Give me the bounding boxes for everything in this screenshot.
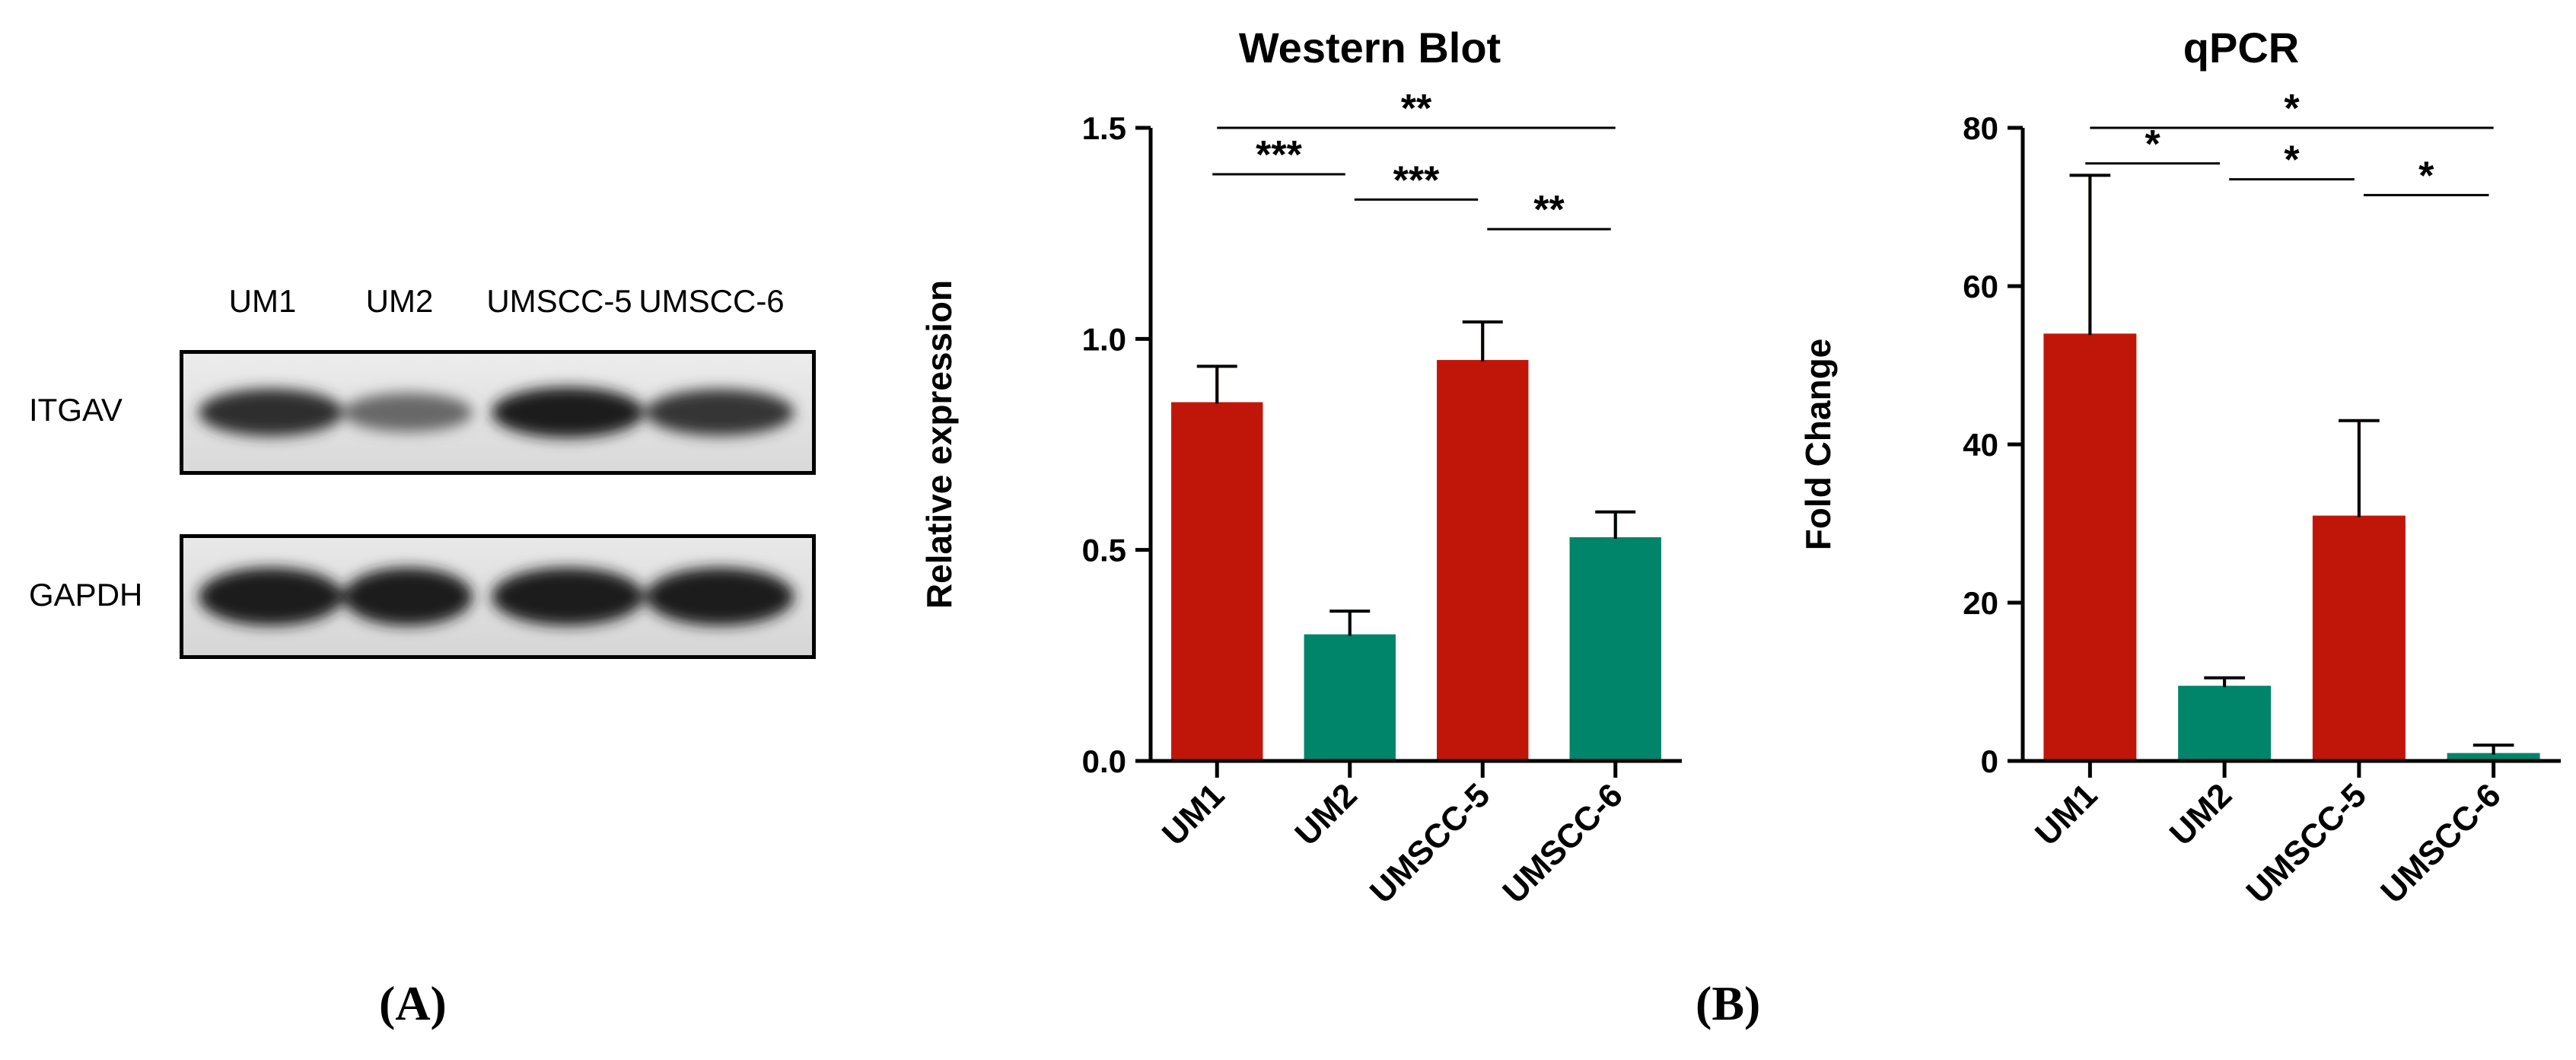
- x-tick-label: UM2: [2163, 776, 2239, 852]
- y-tick-label: 0.0: [1082, 743, 1126, 779]
- bar: [2043, 333, 2137, 761]
- y-axis-label: Fold Change: [1798, 339, 1838, 551]
- significance-label: *: [2284, 87, 2300, 131]
- y-tick-label: 1.5: [1082, 110, 1126, 146]
- qpcr-chart: qPCR Fold Change 0 20 40 60 80 UM1 UM2 UMSCC-5 UMS…: [1798, 24, 2561, 911]
- blot-band: [492, 567, 644, 626]
- significance-label: ***: [1256, 133, 1302, 177]
- y-axis-label: Relative expression: [919, 280, 959, 609]
- bar: [2447, 753, 2540, 761]
- y-tick-label: 20: [1963, 585, 1998, 621]
- chart-title: qPCR: [2183, 24, 2299, 72]
- x-tick-label: UMSCC-5: [2240, 776, 2374, 910]
- y-tick-label: 40: [1963, 427, 1998, 463]
- blot-row-label: GAPDH: [29, 577, 143, 613]
- significance-label: ***: [1393, 158, 1440, 202]
- blot-row-label: ITGAV: [29, 392, 123, 428]
- bar: [2312, 515, 2406, 761]
- panel-label-b: (B): [1696, 976, 1761, 1030]
- bar: [1171, 402, 1263, 761]
- x-tick-label: UM1: [1155, 776, 1231, 852]
- blot-lane-label: UM1: [228, 283, 297, 319]
- panel-label-a: (A): [379, 976, 447, 1030]
- y-tick-label: 60: [1963, 269, 1998, 304]
- y-tick-label: 0: [1981, 743, 1998, 779]
- significance-label: *: [2145, 123, 2161, 167]
- itgav-bands: [183, 354, 812, 471]
- chart-title: Western Blot: [1239, 24, 1501, 72]
- x-tick-label: UMSCC-6: [1495, 776, 1629, 910]
- bar: [2178, 686, 2272, 761]
- x-tick-label: UMSCC-5: [1363, 776, 1497, 910]
- significance-label: *: [2284, 138, 2300, 183]
- blot-band: [492, 387, 644, 438]
- blot-lane-label: UMSCC-6: [638, 283, 785, 319]
- blot-band: [343, 393, 473, 432]
- significance-label: **: [1533, 188, 1565, 232]
- blot-lane-label: UMSCC-5: [486, 283, 632, 319]
- gapdh-blot: [180, 534, 816, 659]
- bar: [1569, 537, 1661, 761]
- itgav-blot: [180, 350, 816, 475]
- blot-band: [343, 567, 473, 626]
- bar: [1437, 360, 1529, 762]
- blot-band: [199, 567, 343, 626]
- bar: [1304, 634, 1396, 761]
- y-tick-label: 0.5: [1082, 533, 1126, 568]
- blot-band: [199, 388, 343, 437]
- significance-label: **: [1401, 87, 1432, 131]
- western-blot-chart: Western Blot Relative expression 0.0 0.5 1.0…: [919, 24, 1682, 911]
- y-tick-label: 1.0: [1082, 321, 1126, 357]
- blot-band: [645, 389, 794, 436]
- blot-lane-label: UM2: [365, 283, 434, 319]
- y-tick-label: 80: [1963, 110, 1998, 146]
- x-tick-label: UM1: [2028, 776, 2104, 852]
- blot-band: [645, 567, 794, 626]
- significance-label: *: [2418, 154, 2434, 198]
- gapdh-bands: [183, 538, 812, 655]
- x-tick-label: UMSCC-6: [2374, 776, 2508, 910]
- x-tick-label: UM2: [1288, 776, 1364, 852]
